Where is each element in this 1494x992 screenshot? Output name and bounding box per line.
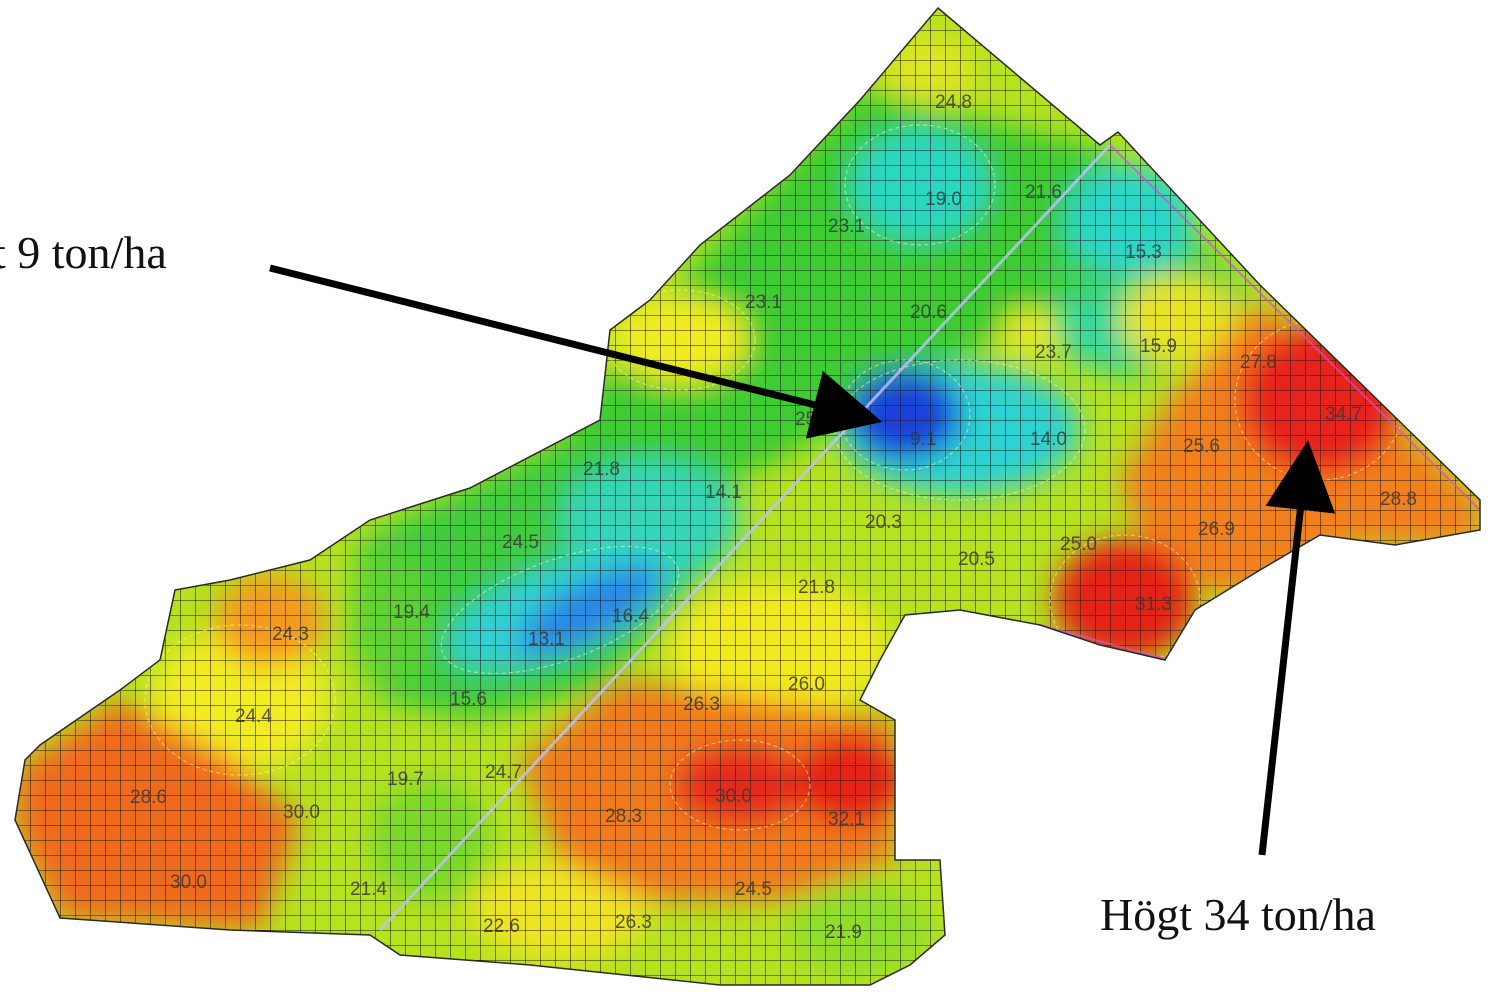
value-label: 34.7 (1325, 404, 1362, 425)
value-label: 15.9 (1140, 336, 1177, 357)
value-label: 22.6 (483, 916, 520, 937)
sub-field-boundaries (378, 143, 1480, 932)
value-label: 19.0 (925, 189, 962, 210)
value-label: 28.8 (1380, 489, 1417, 510)
value-label: 9.1 (910, 429, 936, 450)
high-yield-callout: Högt 34 ton/ha (1100, 889, 1376, 940)
value-label: 30.0 (170, 872, 207, 893)
value-label: 19.7 (387, 769, 424, 790)
value-label: 32.1 (828, 809, 865, 830)
value-label: 25.0 (1060, 534, 1097, 555)
value-label: 26.3 (683, 694, 720, 715)
value-label: 23.1 (745, 292, 782, 313)
value-label: 21.8 (798, 577, 835, 598)
value-label: 30.0 (283, 802, 320, 823)
value-label: 20.3 (865, 512, 902, 533)
value-label: 15.3 (1125, 242, 1162, 263)
arrow-to-low (269, 264, 883, 439)
value-label: 26.3 (615, 912, 652, 933)
value-label: 30.0 (715, 786, 752, 807)
value-label: 14.0 (1030, 429, 1067, 450)
value-label: 24.4 (235, 706, 272, 727)
value-label: 25.1 (795, 409, 832, 430)
value-label: 14.1 (705, 482, 742, 503)
value-label: 24.7 (485, 762, 522, 783)
value-label: 26.9 (1198, 519, 1235, 540)
value-label: 28.3 (605, 806, 642, 827)
value-label: 23.1 (828, 216, 865, 237)
value-label: 21.9 (825, 922, 862, 943)
value-label: 24.8 (935, 92, 972, 113)
value-label: 15.6 (450, 689, 487, 710)
value-label: 28.6 (130, 787, 167, 808)
low-yield-callout: gt 9 ton/ha (0, 227, 167, 278)
value-label: 13.1 (528, 629, 565, 650)
value-labels: 24.8 19.0 21.6 15.3 23.1 23.1 20.6 23.7 … (130, 92, 1417, 943)
value-label: 25.6 (1183, 436, 1220, 457)
value-label: 21.4 (350, 879, 387, 900)
value-label: 24.3 (272, 624, 309, 645)
value-label: 16.4 (612, 606, 649, 627)
value-label: 24.5 (502, 532, 539, 553)
value-label: 21.6 (1025, 182, 1062, 203)
value-label: 26.0 (788, 674, 825, 695)
value-label: 21.8 (583, 459, 620, 480)
value-label: 20.6 (910, 302, 947, 323)
value-label: 19.4 (393, 602, 430, 623)
value-label: 31.3 (1135, 594, 1172, 615)
value-label: 27.8 (1240, 352, 1277, 373)
value-label: 20.5 (958, 549, 995, 570)
value-label: 24.5 (735, 879, 772, 900)
field-outline (14, 6, 1481, 986)
arrow-to-high (1258, 440, 1336, 856)
value-label: 23.7 (1035, 342, 1072, 363)
contour-lines (144, 124, 1406, 831)
